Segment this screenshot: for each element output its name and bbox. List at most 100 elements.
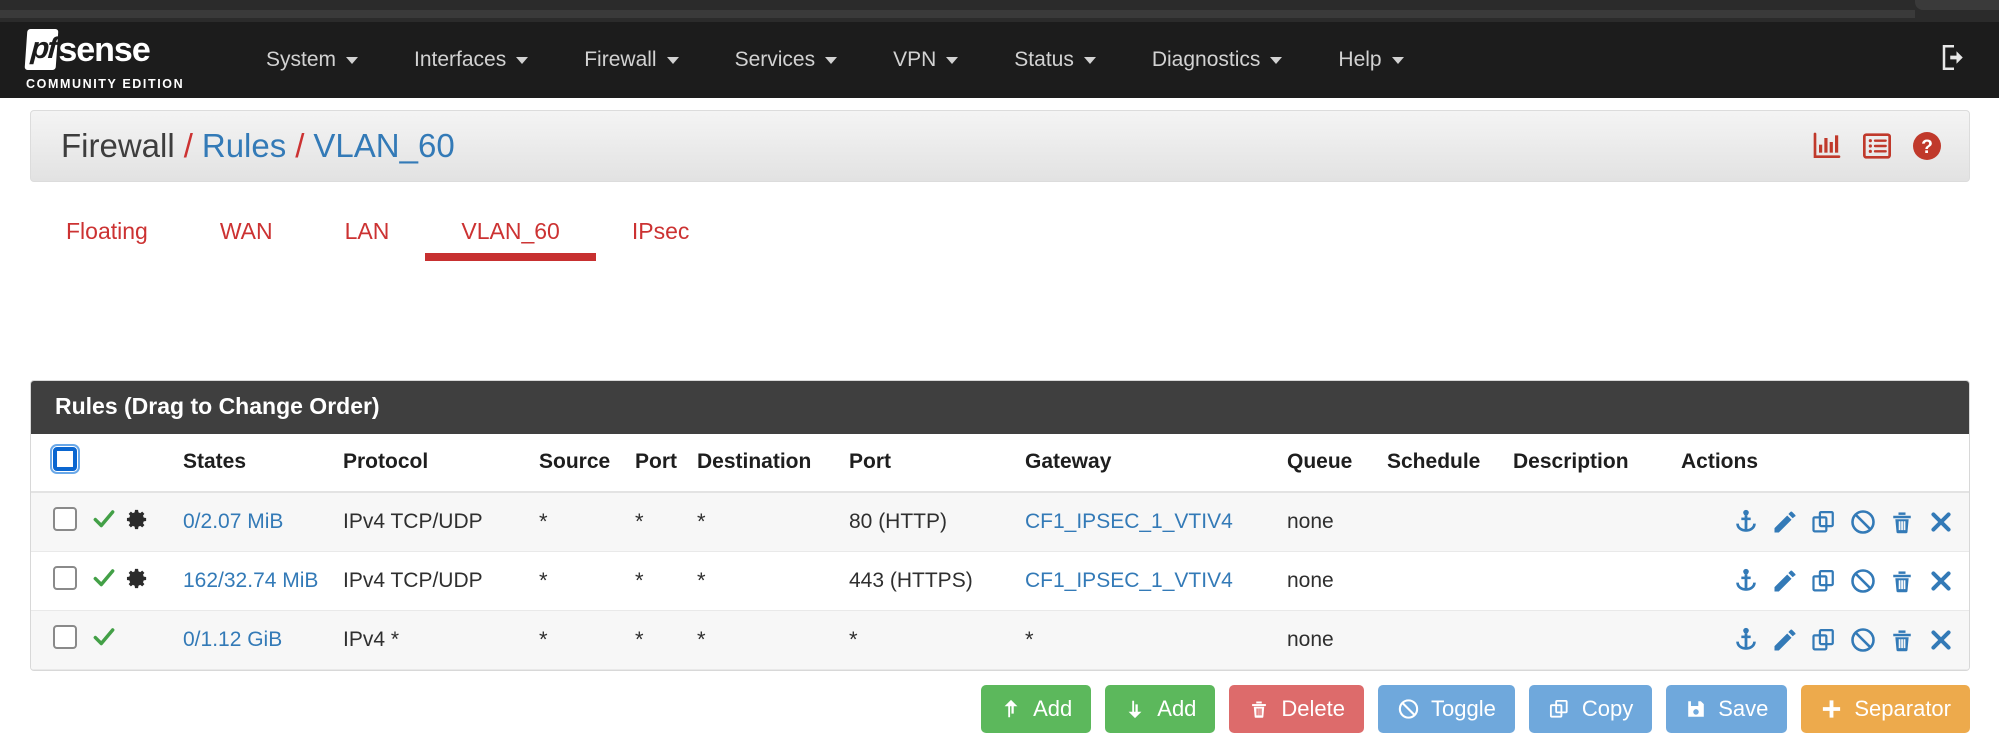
main-navbar: pf sense COMMUNITY EDITION System Interf… — [0, 22, 1999, 98]
row-description — [1507, 492, 1675, 552]
row-schedule — [1381, 492, 1507, 552]
nav-item-firewall[interactable]: Firewall — [556, 22, 706, 98]
anchor-icon[interactable] — [1732, 508, 1760, 536]
nav-item-services[interactable]: Services — [707, 22, 866, 98]
check-icon[interactable] — [91, 506, 117, 538]
close-x-icon[interactable] — [1927, 567, 1955, 595]
row-queue: none — [1281, 492, 1381, 552]
row-source-port: * — [629, 551, 691, 611]
states-link[interactable]: 0/2.07 MiB — [183, 510, 284, 533]
help-icon[interactable]: ? — [1911, 130, 1943, 162]
header-select-all — [31, 434, 85, 493]
delete-trash-icon[interactable] — [1888, 626, 1916, 654]
check-icon[interactable] — [91, 624, 117, 656]
row-checkbox[interactable] — [53, 625, 77, 649]
nav-item-status[interactable]: Status — [986, 22, 1124, 98]
pfsense-logo[interactable]: pf sense COMMUNITY EDITION — [24, 29, 204, 91]
save-button[interactable]: Save — [1666, 685, 1788, 733]
table-row[interactable]: 162/32.74 MiB IPv4 TCP/UDP * * * 443 (HT… — [31, 551, 1969, 611]
tab-ipsec[interactable]: IPsec — [596, 200, 726, 267]
row-source: * — [533, 610, 629, 670]
nav-item-label: VPN — [893, 48, 937, 71]
trash-icon — [1248, 697, 1270, 721]
rules-table-body: 0/2.07 MiB IPv4 TCP/UDP * * * 80 (HTTP) … — [31, 492, 1969, 670]
states-link[interactable]: 0/1.12 GiB — [183, 628, 283, 651]
nav-item-interfaces[interactable]: Interfaces — [386, 22, 556, 98]
tab-vlan-60[interactable]: VLAN_60 — [425, 200, 597, 267]
copy-button[interactable]: Copy — [1528, 685, 1653, 733]
row-select-cell — [31, 492, 85, 552]
disable-ban-icon[interactable] — [1849, 626, 1877, 654]
chart-icon[interactable] — [1811, 130, 1843, 162]
row-protocol: IPv4 TCP/UDP — [337, 551, 533, 611]
button-label: Add — [1157, 696, 1197, 721]
check-icon[interactable] — [91, 565, 117, 597]
edit-pencil-icon[interactable] — [1771, 567, 1799, 595]
breadcrumb-sep: / — [295, 127, 305, 164]
tab-wan[interactable]: WAN — [184, 200, 309, 267]
header-status — [85, 434, 177, 493]
disable-ban-icon[interactable] — [1849, 508, 1877, 536]
row-destination: * — [691, 492, 843, 552]
page-header-bar: Firewall / Rules / VLAN_60 — [30, 110, 1970, 182]
logout-icon[interactable] — [1939, 43, 1969, 78]
delete-trash-icon[interactable] — [1888, 567, 1916, 595]
nav-item-label: Interfaces — [414, 48, 507, 71]
button-label: Separator — [1854, 696, 1951, 721]
nav-item-label: System — [266, 48, 337, 71]
header-queue: Queue — [1281, 434, 1381, 493]
copy-icon — [1548, 697, 1571, 721]
copy-icon[interactable] — [1810, 508, 1838, 536]
chevron-down-icon — [1391, 56, 1404, 64]
toggle-button[interactable]: Toggle — [1378, 685, 1515, 733]
row-status-icons — [91, 565, 171, 597]
row-actions-cell — [1675, 492, 1969, 552]
close-x-icon[interactable] — [1927, 626, 1955, 654]
close-x-icon[interactable] — [1927, 508, 1955, 536]
anchor-icon[interactable] — [1732, 567, 1760, 595]
nav-item-help[interactable]: Help — [1310, 22, 1431, 98]
interface-tabs: Floating WAN LAN VLAN_60 IPsec — [30, 200, 1970, 274]
gear-icon[interactable] — [126, 567, 149, 596]
nav-item-system[interactable]: System — [238, 22, 386, 98]
row-destination: * — [691, 610, 843, 670]
tab-floating[interactable]: Floating — [30, 200, 184, 267]
row-checkbox[interactable] — [53, 566, 77, 590]
copy-icon[interactable] — [1810, 567, 1838, 595]
add-rule-bottom-button[interactable]: Add — [1105, 685, 1216, 733]
delete-trash-icon[interactable] — [1888, 508, 1916, 536]
row-status-cell — [85, 551, 177, 611]
delete-button[interactable]: Delete — [1229, 685, 1365, 733]
select-all-checkbox[interactable] — [50, 444, 80, 474]
tab-lan[interactable]: LAN — [309, 200, 426, 267]
breadcrumb-section[interactable]: Rules — [201, 127, 287, 164]
rules-table: States Protocol Source Port Destination … — [31, 434, 1969, 670]
list-icon[interactable] — [1861, 130, 1893, 162]
breadcrumb-current[interactable]: VLAN_60 — [313, 127, 455, 164]
gear-icon[interactable] — [126, 508, 149, 537]
nav-item-diagnostics[interactable]: Diagnostics — [1124, 22, 1311, 98]
edit-pencil-icon[interactable] — [1771, 508, 1799, 536]
add-rule-top-button[interactable]: Add — [981, 685, 1092, 733]
chevron-down-icon — [1270, 56, 1283, 64]
gateway-link[interactable]: CF1_IPSEC_1_VTIV4 — [1025, 569, 1233, 592]
button-label: Copy — [1581, 696, 1634, 721]
save-disk-icon — [1685, 697, 1707, 721]
edit-pencil-icon[interactable] — [1771, 626, 1799, 654]
table-row[interactable]: 0/1.12 GiB IPv4 * * * * * * none — [31, 610, 1969, 670]
gateway-link[interactable]: CF1_IPSEC_1_VTIV4 — [1025, 510, 1233, 533]
row-states-cell: 0/2.07 MiB — [177, 492, 337, 552]
row-checkbox[interactable] — [53, 507, 77, 531]
row-dest-port: 80 (HTTP) — [843, 492, 1019, 552]
copy-icon[interactable] — [1810, 626, 1838, 654]
nav-item-vpn[interactable]: VPN — [865, 22, 986, 98]
breadcrumb-root: Firewall — [61, 127, 175, 164]
anchor-icon[interactable] — [1732, 626, 1760, 654]
row-states-cell: 0/1.12 GiB — [177, 610, 337, 670]
table-row[interactable]: 0/2.07 MiB IPv4 TCP/UDP * * * 80 (HTTP) … — [31, 492, 1969, 552]
separator-button[interactable]: Separator — [1801, 685, 1970, 733]
disable-ban-icon[interactable] — [1849, 567, 1877, 595]
states-link[interactable]: 162/32.74 MiB — [183, 569, 319, 592]
row-dest-port: 443 (HTTPS) — [843, 551, 1019, 611]
chevron-down-icon — [666, 56, 679, 64]
